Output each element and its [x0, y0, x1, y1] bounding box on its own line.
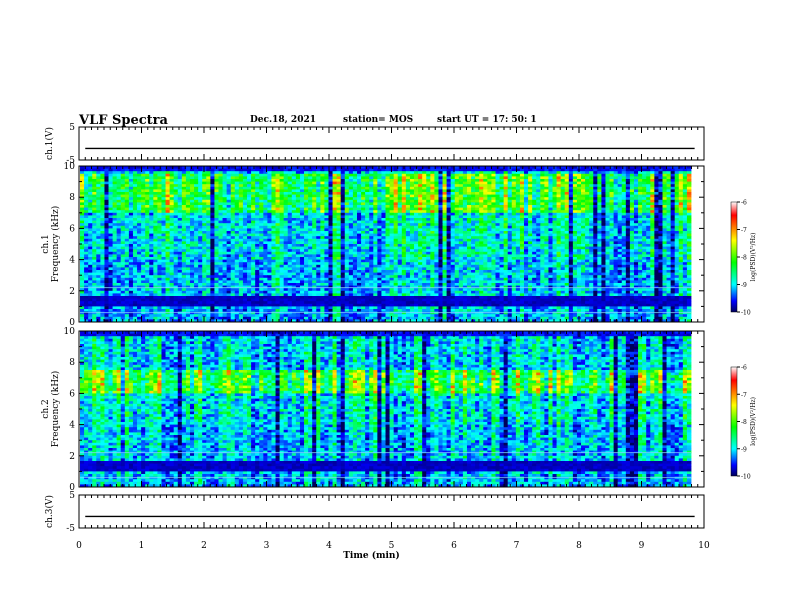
y-tick-label: 10: [64, 162, 76, 172]
x-tick-label: 2: [201, 541, 207, 551]
colorbar-tick-label: -8: [741, 255, 747, 262]
x-tick-label: 5: [389, 541, 395, 551]
y-tick-label: -5: [66, 524, 75, 534]
colorbar-gradient: [731, 202, 737, 312]
colorbar-tick-label: -9: [741, 446, 747, 453]
panel-ch1-waveform: 5-5ch.1(V): [44, 123, 704, 166]
colorbar-tick-label: -10: [741, 310, 751, 317]
y-axis-label: Frequency (kHz): [50, 206, 61, 283]
x-tick-label: 0: [76, 541, 82, 551]
y-tick-label: 5: [69, 123, 75, 133]
y-tick-label: 6: [69, 224, 75, 234]
y-tick-label: 10: [64, 327, 76, 337]
colorbar-tick-label: -10: [741, 474, 751, 481]
colorbar-ch2: -6 -7 -8 -9 -10 log(PSD)(V²/Hz): [731, 365, 757, 481]
colorbar-label: log(PSD)(V²/Hz): [750, 233, 757, 282]
spectrogram-ch1-image: [80, 166, 691, 322]
x-tick-label: 1: [139, 541, 145, 551]
y-axis-label: Frequency (kHz): [50, 371, 61, 448]
colorbar-ch1: -6 -7 -8 -9 -10 log(PSD)(V²/Hz): [731, 200, 757, 317]
colorbar-label: log(PSD)(V²/Hz): [750, 397, 757, 446]
y-axis-label: ch.1: [41, 234, 51, 253]
x-tick-label: 9: [639, 541, 645, 551]
colorbar-gradient: [731, 367, 737, 476]
panel-ch3-waveform: 5 -5 ch.3(V) 0 1 2 3 4 5 6 7 8 9 10 Time (min): [44, 491, 710, 561]
colorbar-tick-label: -7: [741, 392, 747, 399]
y-tick-label: 8: [69, 193, 75, 203]
x-tick-label: 7: [514, 541, 520, 551]
x-tick-label: 6: [451, 541, 457, 551]
x-tick-label: 4: [326, 541, 332, 551]
x-tick-label: 10: [698, 541, 710, 551]
colorbar-tick-label: -6: [741, 200, 747, 207]
x-tick-label: 8: [576, 541, 582, 551]
spectrogram-ch2-image: [80, 331, 691, 487]
colorbar-tick-label: -8: [741, 419, 747, 426]
y-tick-label: 2: [69, 452, 75, 462]
x-tick-label: 3: [264, 541, 270, 551]
y-axis-label: ch.2: [41, 399, 51, 418]
x-axis-label: Time (min): [343, 550, 400, 561]
colorbar-tick-label: -6: [741, 365, 747, 372]
y-tick-label: 5: [69, 491, 75, 501]
y-tick-label: 8: [69, 358, 75, 368]
colorbar-tick-label: -7: [741, 227, 747, 234]
y-axis-label: ch.1(V): [44, 127, 55, 160]
y-tick-label: 6: [69, 389, 75, 399]
y-tick-label: 2: [69, 287, 75, 297]
y-tick-label: 4: [69, 421, 75, 431]
y-tick-label: 4: [69, 256, 75, 266]
colorbar-tick-label: -9: [741, 282, 747, 289]
y-axis-label: ch.3(V): [44, 495, 55, 528]
